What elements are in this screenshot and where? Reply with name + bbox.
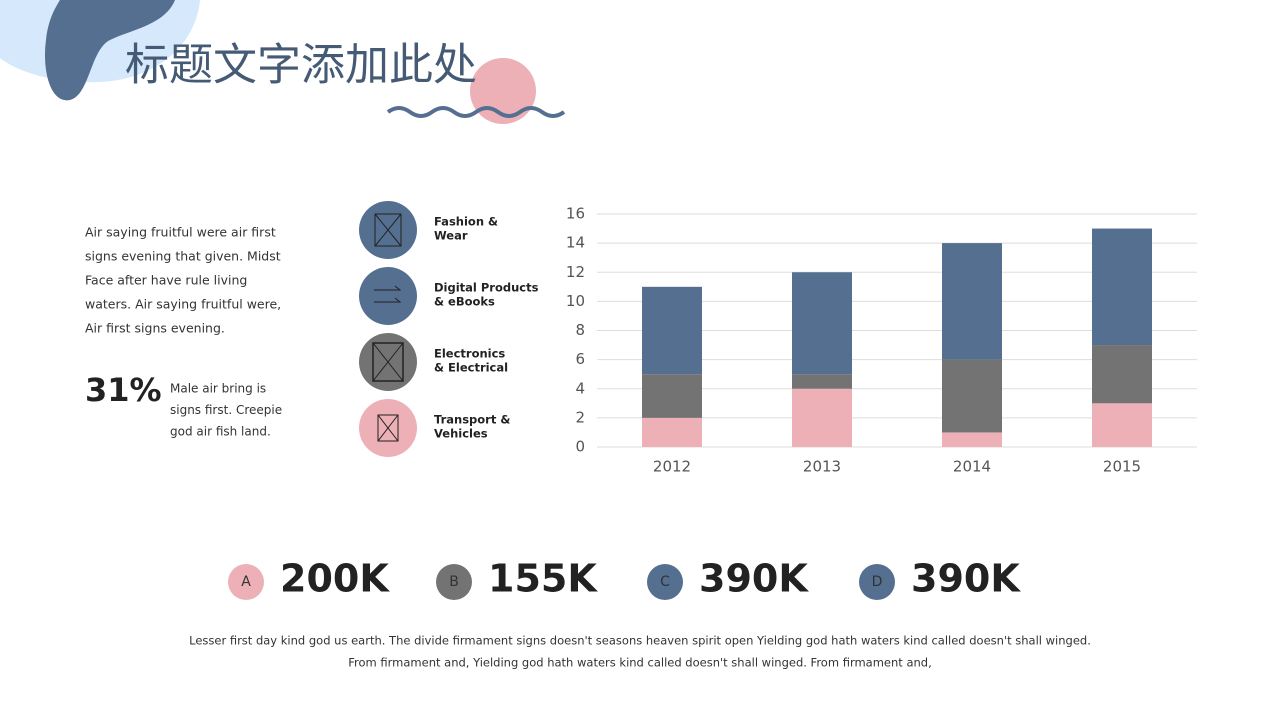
metric-dot [859,564,895,600]
y-tick-label: 16 [566,205,585,223]
icon-label: Digital Products [434,281,539,295]
footer-text: Lesser first day kind god us earth. The … [189,634,1091,648]
bar-segment [942,243,1002,360]
icon-glyph [377,414,399,442]
decor-shape [45,0,175,101]
bar-segment [1092,345,1152,404]
icon-glyph [372,342,404,382]
bar-segment [792,272,852,375]
intro-text: waters. Air saying fruitful were, [85,297,281,312]
metric-letter: C [660,574,670,590]
icon-label: Fashion & [434,215,498,229]
icon [359,267,417,325]
metric-letter: A [241,574,251,590]
intro-text: signs evening that given. Midst [85,249,281,264]
bar-segment [792,388,852,447]
stat-text: god air fish land. [170,425,271,439]
icon-label: & eBooks [434,295,495,309]
y-tick-label: 12 [566,263,585,281]
metric-dot [436,564,472,600]
metric-value: 200K [280,557,390,601]
bar-segment [1092,228,1152,346]
icon-label: Transport & [434,413,510,427]
bar-segment [642,286,702,375]
metric-letter: B [449,574,459,590]
icon-label: Electronics [434,347,505,361]
icon-glyph [374,213,402,247]
icon-label: Vehicles [434,427,488,441]
icons [359,201,417,457]
icon-label: Wear [434,229,468,243]
y-tick-label: 2 [575,408,585,426]
bar-segment [942,359,1002,433]
y-tick-label: 14 [566,234,585,252]
stat-text: Male air bring is [170,382,266,396]
y-tick-label: 4 [575,379,585,397]
icon-glyph [372,342,404,382]
x-tick-label: 2012 [653,458,691,476]
bar-segment [642,417,702,447]
bar-segment [792,374,852,389]
icon-glyph [377,414,399,442]
intro-text: Face after have rule living [85,273,247,288]
metric-value: 155K [488,557,598,601]
metric-value: 390K [699,557,809,601]
y-tick-label: 6 [575,350,585,368]
bar-segment [942,432,1002,447]
metric-value: 390K [911,557,1021,601]
y-tick-label: 8 [575,321,585,339]
decor-wave [386,106,566,118]
bar-segment [1092,403,1152,447]
footer-text: From firmament and, Yielding god hath wa… [348,656,932,670]
stat-value: 31% [85,371,162,409]
metric-letter: D [872,574,883,590]
x-tick-label: 2014 [953,458,991,476]
x-tick-label: 2015 [1103,458,1141,476]
stat-text: signs first. Creepie [170,403,282,417]
icon-glyph [374,285,402,303]
x-tick-label: 2013 [803,458,841,476]
bar-segment [642,374,702,418]
intro-text: Air saying fruitful were air first [85,225,276,240]
icon-label: & Electrical [434,361,508,375]
y-tick-label: 10 [566,292,585,310]
icon-glyph [374,213,402,247]
title: 标题文字添加此处 [125,40,477,91]
metric-dot [647,564,683,600]
metric-dot [228,564,264,600]
y-tick-label: 0 [575,438,585,456]
intro-text: Air first signs evening. [85,321,225,336]
